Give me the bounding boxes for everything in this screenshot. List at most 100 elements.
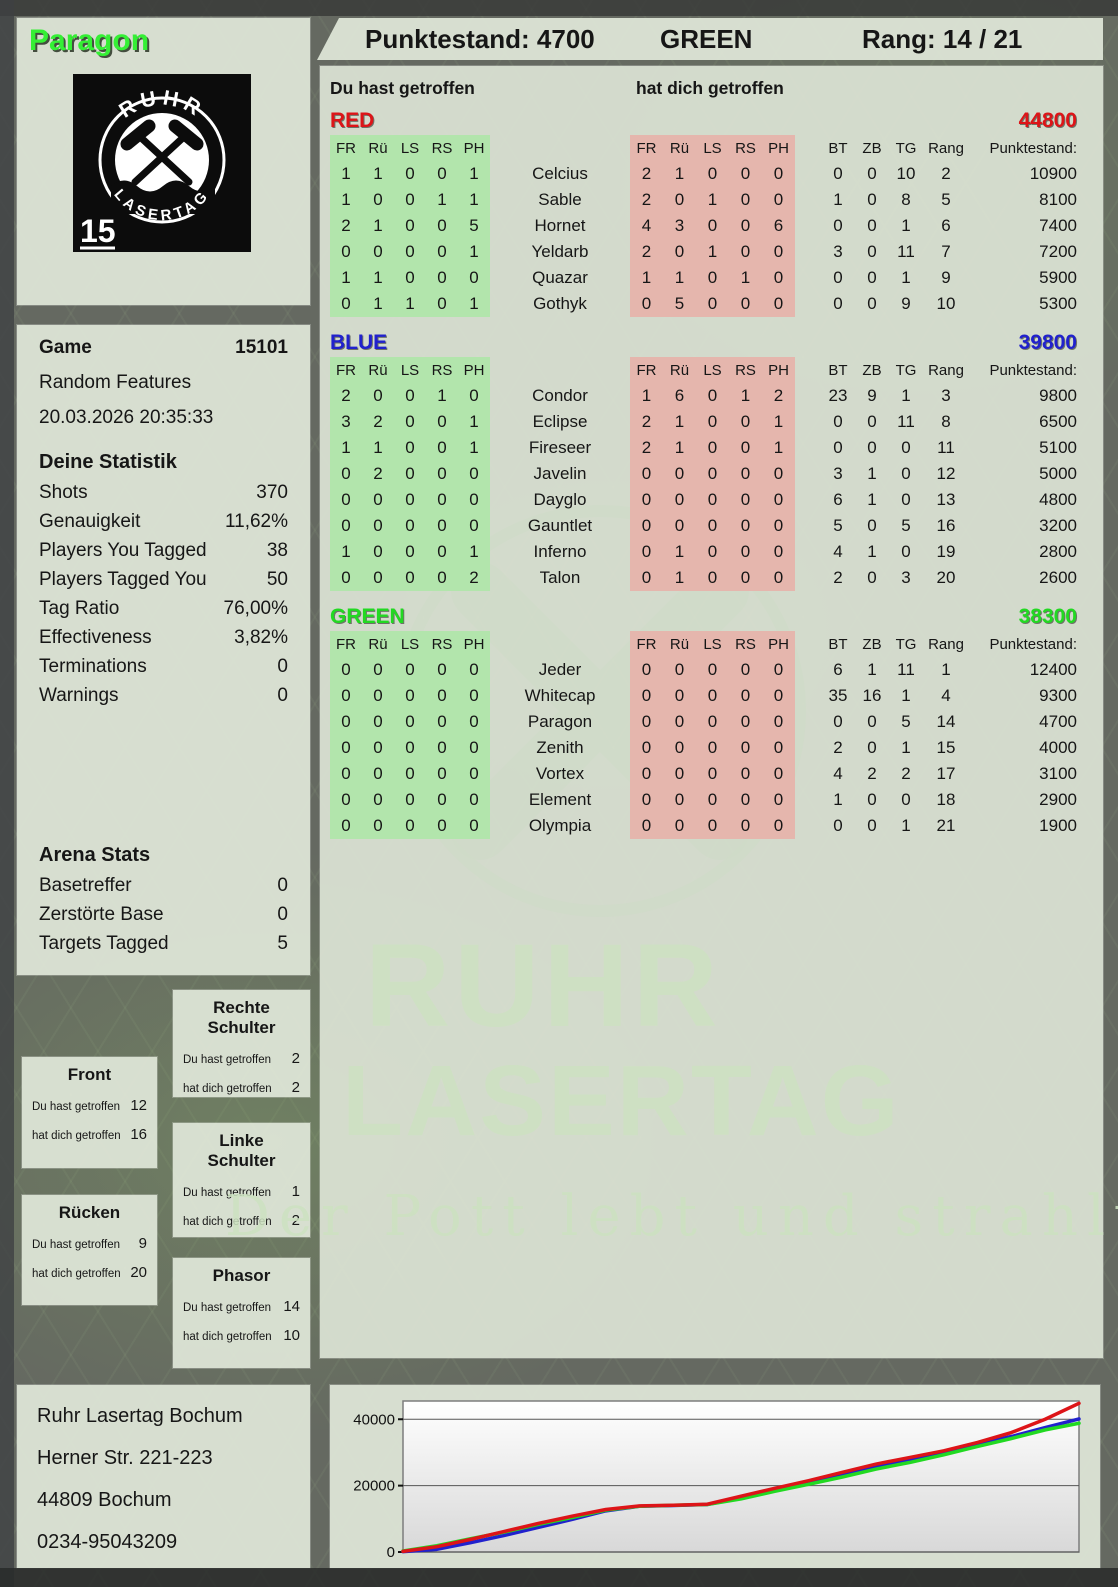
zone-you-label: Du hast getroffen xyxy=(183,1302,272,1314)
hit-cell-them: 0 xyxy=(762,187,795,213)
hit-cell-you: 0 xyxy=(394,761,426,787)
points-cell: 4700 xyxy=(1039,712,1077,731)
rank-cell: 1 xyxy=(941,660,951,679)
team-name: GREEN xyxy=(330,604,405,628)
bt-cell: 0 xyxy=(833,294,843,313)
col-header-them: LS xyxy=(696,135,729,161)
hit-cell-them: 1 xyxy=(630,383,663,409)
hit-cell-you: 0 xyxy=(394,735,426,761)
hit-cell-you: 0 xyxy=(458,383,490,409)
hit-cell-you: 0 xyxy=(426,683,458,709)
points-cell: 2900 xyxy=(1039,790,1077,809)
game-number: 15101 xyxy=(235,337,288,358)
hit-cell-you: 1 xyxy=(426,383,458,409)
col-header-you: LS xyxy=(394,135,426,161)
hit-cell-you: 0 xyxy=(362,239,394,265)
col-spacer xyxy=(795,239,821,265)
hit-cell-them: 1 xyxy=(729,265,762,291)
y-tick-label: 0 xyxy=(387,1544,395,1558)
player-name: Paragon xyxy=(29,24,150,57)
game-label: Game xyxy=(39,337,92,358)
points-cell: 10900 xyxy=(1029,164,1077,183)
col-spacer xyxy=(795,813,821,839)
stat-row-value: 11,62% xyxy=(224,510,288,532)
hit-cell-you: 0 xyxy=(426,435,458,461)
stat-row-value: 0 xyxy=(277,684,288,706)
hit-cell-you: 0 xyxy=(458,735,490,761)
col-spacer xyxy=(795,461,821,487)
hit-cell-you: 0 xyxy=(426,709,458,735)
zb-cell: 0 xyxy=(867,164,877,183)
team-header: BLUE 39800 xyxy=(330,328,1077,357)
col-header-stat: Punktestand: xyxy=(989,361,1077,379)
tg-cell: 0 xyxy=(901,490,911,509)
zone-title: Phasor xyxy=(212,1266,271,1285)
col-spacer xyxy=(490,135,630,161)
hit-cell-you: 0 xyxy=(330,565,362,591)
zb-cell: 1 xyxy=(867,464,877,483)
zone-you-value: 2 xyxy=(291,1050,300,1067)
watermark-tagline: Der Pott lebt und strahlt xyxy=(225,1184,1118,1249)
stat-row: Terminations 0 xyxy=(39,652,288,681)
zb-cell: 0 xyxy=(867,568,877,587)
hit-cell-them: 0 xyxy=(729,539,762,565)
hit-cell-you: 0 xyxy=(394,565,426,591)
hit-cell-them: 0 xyxy=(630,487,663,513)
bt-cell: 0 xyxy=(833,164,843,183)
hit-cell-you: 0 xyxy=(394,813,426,839)
arena-row-label: Targets Tagged xyxy=(39,932,169,954)
rank-cell: 16 xyxy=(936,516,956,535)
rank-cell: 5 xyxy=(941,190,951,209)
rank-cell: 6 xyxy=(941,216,951,235)
points-cell: 5000 xyxy=(1039,464,1077,483)
bt-cell: 2 xyxy=(833,738,843,757)
col-header-stat: TG xyxy=(895,361,917,379)
hit-cell-you: 0 xyxy=(330,683,362,709)
zone-them-label: hat dich getroffen xyxy=(32,1268,121,1280)
hit-cell-them: 0 xyxy=(762,683,795,709)
hit-cell-them: 0 xyxy=(729,291,762,317)
col-header-them: RS xyxy=(729,631,762,657)
bt-cell: 4 xyxy=(833,542,843,561)
hit-cell-them: 2 xyxy=(630,187,663,213)
player-name-cell: Zenith xyxy=(536,738,584,757)
hit-cell-them: 0 xyxy=(696,761,729,787)
hit-cell-them: 0 xyxy=(762,539,795,565)
col-header-you: Rü xyxy=(362,135,394,161)
points-cell: 5100 xyxy=(1039,438,1077,457)
hit-cell-you: 1 xyxy=(362,213,394,239)
watermark-ruhr: RUHR xyxy=(365,920,722,1052)
hit-cell-you: 0 xyxy=(330,709,362,735)
hit-cell-them: 0 xyxy=(663,239,696,265)
chart-series-red xyxy=(401,1401,1081,1554)
tg-cell: 2 xyxy=(901,764,911,783)
hit-cell-you: 0 xyxy=(426,213,458,239)
hit-cell-them: 0 xyxy=(696,461,729,487)
hit-cell-them: 0 xyxy=(729,161,762,187)
bt-cell: 3 xyxy=(833,464,843,483)
hit-cell-you: 0 xyxy=(330,813,362,839)
bt-cell: 0 xyxy=(833,412,843,431)
team-name: RED xyxy=(330,108,375,132)
col-spacer xyxy=(795,213,821,239)
hit-cell-them: 2 xyxy=(630,239,663,265)
col-header-you: Rü xyxy=(362,357,394,383)
hit-cell-you: 2 xyxy=(330,383,362,409)
hit-cell-them: 0 xyxy=(762,813,795,839)
venue-phone: 0234-95043209 xyxy=(37,1531,178,1553)
zone-them-value: 16 xyxy=(130,1126,147,1143)
hit-cell-them: 2 xyxy=(630,409,663,435)
stat-row-label: Terminations xyxy=(39,655,147,677)
team-score: 44800 xyxy=(1018,108,1077,132)
arena-row-value: 5 xyxy=(277,932,288,954)
bt-cell: 3 xyxy=(833,242,843,261)
hit-cell-them: 1 xyxy=(663,409,696,435)
hit-cell-you: 0 xyxy=(330,513,362,539)
hit-cell-them: 0 xyxy=(762,761,795,787)
col-spacer xyxy=(795,761,821,787)
bt-cell: 0 xyxy=(833,816,843,835)
hit-cell-them: 0 xyxy=(663,487,696,513)
hit-cell-you: 0 xyxy=(362,657,394,683)
col-spacer xyxy=(795,161,821,187)
